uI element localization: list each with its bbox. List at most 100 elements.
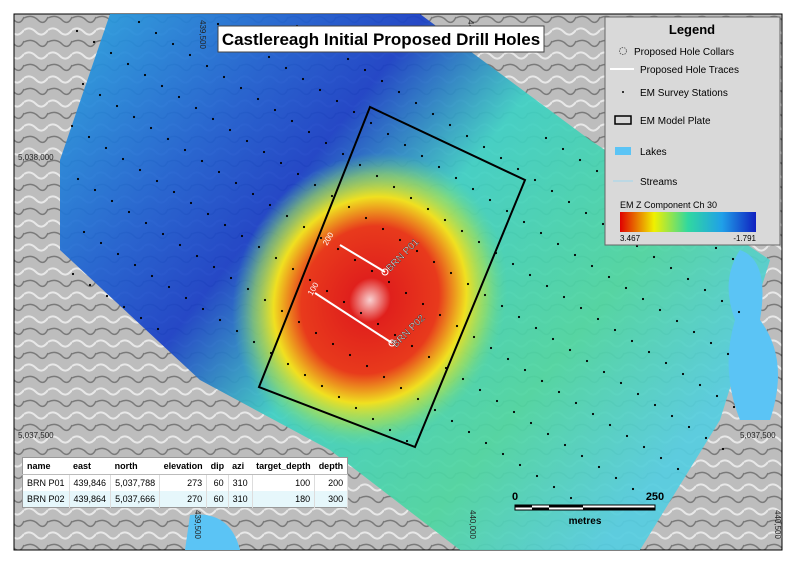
survey-station (284, 66, 288, 70)
legend-item: EM Survey Stations (640, 88, 728, 99)
survey-station (517, 315, 521, 319)
survey-station (98, 93, 102, 97)
survey-station (552, 485, 556, 489)
survey-station (330, 194, 334, 198)
survey-station (206, 212, 210, 216)
table-header: north (110, 457, 160, 475)
survey-station (267, 55, 271, 59)
survey-station (585, 359, 589, 363)
legend-item: Proposed Hole Collars (634, 47, 734, 58)
survey-station (449, 271, 453, 275)
survey-station (347, 205, 351, 209)
survey-station (597, 465, 601, 469)
survey-station (659, 456, 663, 460)
survey-station (692, 330, 696, 334)
grid-label: 439,500 (193, 510, 202, 539)
legend-item: Lakes (640, 147, 667, 158)
survey-station (201, 307, 205, 311)
survey-station (415, 249, 419, 253)
survey-station (302, 225, 306, 229)
survey-station (297, 320, 301, 324)
survey-station (358, 163, 362, 167)
survey-station (670, 414, 674, 418)
survey-station (522, 220, 526, 224)
model-plate (257, 105, 527, 449)
survey-station (595, 169, 599, 173)
survey-station (211, 117, 215, 121)
survey-station (296, 172, 300, 176)
survey-station (421, 302, 425, 306)
scale-bar: 0 250 metres (512, 491, 664, 527)
survey-station (301, 77, 305, 81)
table-header: target_depth (252, 457, 315, 475)
survey-station (573, 253, 577, 257)
survey-station (590, 264, 594, 268)
survey-station (471, 187, 475, 191)
table-cell: 439,864 (69, 491, 112, 508)
survey-station (500, 304, 504, 308)
title: Castlereagh Initial Proposed Drill Holes (222, 30, 540, 49)
survey-station (405, 439, 409, 443)
survey-station (443, 218, 447, 222)
grid-label: 5,037,500 (18, 431, 54, 440)
grid-label: 5,037,500 (740, 431, 776, 440)
survey-station (290, 119, 294, 123)
survey-station (235, 329, 239, 333)
survey-station (630, 339, 634, 343)
survey-station (273, 108, 277, 112)
survey-station (143, 73, 147, 77)
survey-station (602, 370, 606, 374)
ramp-label: -1.791 (733, 234, 756, 243)
survey-station (245, 139, 249, 143)
survey-station (563, 443, 567, 447)
survey-station (579, 306, 583, 310)
survey-station (341, 152, 345, 156)
survey-station (348, 353, 352, 357)
survey-station (540, 379, 544, 383)
table-cell: 100 (252, 474, 316, 491)
survey-station (138, 168, 142, 172)
survey-station (431, 112, 435, 116)
survey-station (324, 141, 328, 145)
survey-station (156, 327, 160, 331)
survey-station (70, 124, 74, 128)
lake (728, 250, 778, 420)
legend-symbol (619, 47, 627, 55)
survey-station (432, 260, 436, 264)
survey-station (155, 179, 159, 183)
survey-station (676, 467, 680, 471)
survey-station (574, 401, 578, 405)
survey-station (569, 496, 573, 500)
hole-collar (388, 339, 396, 347)
survey-station (240, 234, 244, 238)
table-cell: BRN P02 (22, 491, 70, 508)
survey-station (567, 200, 571, 204)
survey-station (533, 178, 537, 182)
survey-station (116, 252, 120, 256)
survey-station (511, 262, 515, 266)
survey-station (189, 201, 193, 205)
survey-station (369, 121, 373, 125)
legend-symbol (614, 115, 632, 125)
survey-station (239, 86, 243, 90)
survey-station (416, 397, 420, 401)
table-cell: 5,037,788 (110, 474, 161, 491)
survey-station (580, 454, 584, 458)
legend-symbol (622, 91, 624, 93)
survey-station (93, 188, 97, 192)
table-cell: 300 (314, 491, 349, 508)
scale-seg (583, 507, 655, 510)
table-header: dip (206, 457, 229, 475)
survey-station (687, 425, 691, 429)
survey-station (132, 115, 136, 119)
survey-station (195, 254, 199, 258)
scale-label: 0 (512, 491, 518, 503)
table-cell: 310 (228, 491, 253, 508)
survey-station (625, 434, 629, 438)
survey-station (495, 399, 499, 403)
survey-station (126, 62, 130, 66)
survey-station (726, 352, 730, 356)
survey-station (478, 388, 482, 392)
survey-station (109, 51, 113, 55)
